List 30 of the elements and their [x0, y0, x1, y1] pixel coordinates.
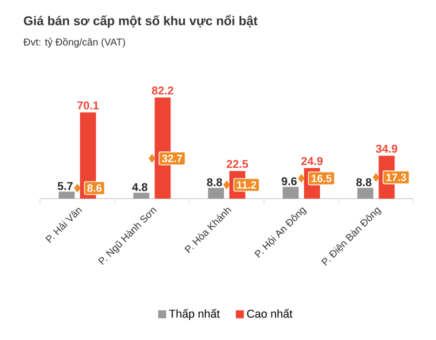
- data-label: 24.9: [301, 157, 323, 166]
- bar: [58, 192, 75, 199]
- data-label: 34.9: [376, 144, 398, 153]
- point: [223, 180, 230, 190]
- data-label: 8.8: [356, 178, 372, 186]
- data-label: 8.6: [87, 184, 102, 192]
- bar: [133, 192, 150, 199]
- data-label: 82.2: [152, 86, 174, 95]
- chart-title: Giá bán sơ cấp một số khu vực nổi bật: [24, 14, 258, 28]
- point: [148, 154, 156, 163]
- data-label: 4.8: [132, 183, 148, 192]
- data-label: 8.8: [207, 178, 222, 186]
- legend-label: Cao nhất: [247, 308, 292, 318]
- point: [298, 174, 305, 183]
- data-label: 16.5: [312, 174, 332, 182]
- point: [74, 184, 81, 192]
- data-label: 9.6: [282, 177, 297, 186]
- data-label: 22.5: [226, 160, 248, 168]
- bar: [208, 188, 224, 199]
- bar: [282, 186, 299, 199]
- data-label: 5.7: [58, 182, 73, 190]
- point: [372, 173, 380, 182]
- bar: [357, 188, 374, 199]
- data-label: 17.3: [386, 174, 406, 182]
- data-label: 70.1: [77, 101, 99, 110]
- data-label: 11.2: [237, 181, 256, 189]
- legend-label: Thấp nhất: [169, 308, 220, 320]
- data-label: 32.7: [162, 154, 182, 162]
- x-tick-label: P. Hải Vân: [45, 208, 82, 243]
- chart-subtitle: Đvt: tỷ Đồng/căn (VAT): [23, 38, 126, 48]
